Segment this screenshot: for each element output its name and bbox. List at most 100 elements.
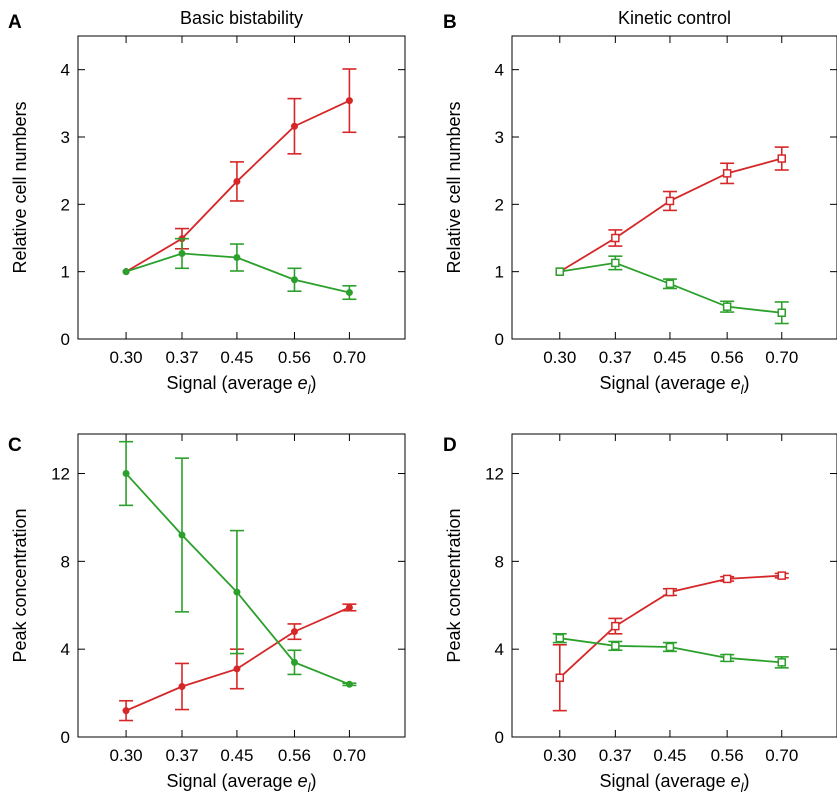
x-tick-label: 0.30 [543,746,576,765]
series-line [125,606,350,712]
y-tick-label: 3 [495,128,504,147]
x-axis-label-var: e [298,771,308,791]
y-tick-label: 12 [485,465,504,484]
x-axis-label-var: e [731,373,741,393]
y-tick-label: 2 [495,195,504,214]
y-tick-label: 0 [495,728,504,747]
x-axis-label-main: Signal (average [167,771,298,791]
data-point [233,254,241,262]
x-axis-label-sub: l [308,382,312,397]
y-axis-label: Relative cell numbers [444,101,464,273]
y-tick-label: 0 [61,728,70,747]
x-axis-label: Signal (average el) [600,373,750,397]
x-tick-label: 0.37 [599,746,632,765]
panel-letter: D [443,435,457,456]
plot-frame [511,35,837,340]
x-axis-label-end: ) [311,373,317,393]
x-axis-label-sub: l [308,780,312,795]
x-tick-label: 0.37 [165,746,198,765]
y-tick-label: 12 [51,465,70,484]
y-tick-label: 4 [495,640,504,659]
x-tick-label: 0.70 [765,746,798,765]
panel-D: D 0 4 8 12 0.30 0.37 0.45 0.56 0.70 Peak concentra… [443,433,837,795]
data-point [178,249,186,257]
series-green [119,440,357,688]
series-green [555,255,789,325]
y-tick-label: 8 [495,552,504,571]
x-tick-label: 0.56 [711,348,744,367]
panel-letter: A [8,12,22,33]
x-tick-label: 0.45 [653,348,686,367]
x-axis-label-main: Signal (average [600,373,731,393]
x-tick-label: 0.30 [543,348,576,367]
x-axis-label: Signal (average el) [600,771,750,795]
y-axis-label: Relative cell numbers [10,101,30,273]
x-axis-label: Signal (average el) [167,373,317,397]
data-point [777,154,786,163]
data-point [722,653,732,663]
panel-A: A Basic bistability 0 1 2 3 4 0.30 0.37 0.45 0.56 0… [8,8,406,397]
x-axis-label-sub: l [741,382,745,397]
data-point [345,680,353,688]
y-tick-label: 0 [495,330,504,349]
data-point [290,276,298,284]
data-point [178,683,186,690]
data-point [777,571,786,580]
data-point [665,642,675,652]
y-tick-label: 1 [61,263,70,282]
x-tick-label: 0.56 [278,348,311,367]
data-point [122,470,130,478]
series-red [555,146,789,276]
data-point [777,308,786,317]
data-point [290,122,298,130]
y-tick-label: 2 [61,195,70,214]
x-tick-label: 0.56 [278,746,311,765]
y-tick-label: 8 [61,552,70,571]
series-green [552,633,789,669]
data-point [665,196,675,206]
y-tick-label: 0 [61,330,70,349]
data-point [233,665,241,673]
x-tick-label: 0.56 [711,746,744,765]
x-tick-label: 0.37 [599,348,632,367]
data-point [555,267,565,276]
x-tick-label: 0.30 [110,348,143,367]
x-axis-label-end: ) [744,373,750,393]
x-tick-label: 0.70 [333,348,366,367]
chart-title: Basic bistability [180,8,303,28]
panel-C: C 0 4 8 12 0.30 0.37 0.45 0.56 0.70 Peak concentra… [8,433,406,795]
series-line [125,472,350,686]
data-point [345,603,353,611]
chart-title: Kinetic control [618,8,731,28]
x-tick-label: 0.37 [165,348,198,367]
panel-letter: B [443,12,457,33]
panel-letter: C [8,435,22,456]
y-axis-label: Peak concentration [444,508,464,662]
data-point [122,268,130,276]
x-tick-label: 0.45 [220,348,253,367]
data-point [722,574,732,584]
data-point [555,633,565,643]
x-axis-label-end: ) [744,771,750,791]
y-tick-label: 4 [495,61,504,80]
data-point [611,258,620,268]
panel-B: B Kinetic control 0 1 2 3 4 0.30 0.37 0.45 0.56 0.7… [443,8,837,397]
data-point [290,658,298,666]
y-tick-label: 1 [495,263,504,282]
x-axis-label-var: e [298,373,308,393]
series-green [122,237,357,301]
data-point [233,588,241,596]
data-point [611,621,620,631]
x-tick-label: 0.70 [333,746,366,765]
series-line [125,99,350,273]
plot-frame [77,35,406,340]
y-tick-label: 3 [61,128,70,147]
data-point [665,279,675,289]
x-axis-label-sub: l [741,780,745,795]
data-point [233,177,241,185]
x-tick-label: 0.70 [765,348,798,367]
data-point [665,587,675,597]
series-line [559,157,782,273]
data-point [345,289,353,297]
